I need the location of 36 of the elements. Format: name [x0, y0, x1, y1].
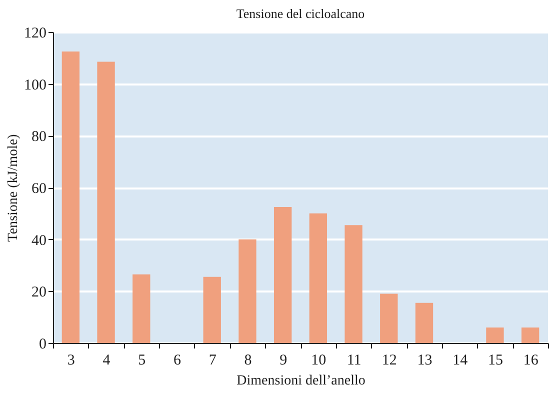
y-tick-label: 120	[24, 26, 46, 42]
y-tick-label: 100	[24, 77, 46, 94]
y-tick-label: 80	[32, 129, 46, 146]
bar	[309, 213, 328, 343]
bar	[344, 225, 362, 343]
y-tick-label: 0	[39, 336, 46, 352]
x-tick-label: 12	[382, 352, 397, 368]
bar	[62, 51, 80, 343]
x-axis-title: Dimensioni dell’anello	[236, 374, 366, 388]
bar	[486, 327, 504, 343]
x-tick-label: 7	[208, 352, 217, 368]
x-tick-label: 11	[346, 352, 362, 368]
bar	[132, 274, 150, 343]
x-tick-label: 3	[67, 352, 75, 368]
bar	[415, 302, 434, 343]
x-tick-label: 14	[452, 352, 468, 368]
y-tick-label: 40	[32, 232, 46, 249]
y-tick-label: 60	[32, 181, 46, 197]
y-tick-label: 20	[32, 284, 46, 301]
x-tick-label: 6	[174, 352, 182, 368]
x-tick-label: 10	[311, 352, 326, 368]
x-tick-label: 5	[138, 352, 146, 368]
bar	[97, 62, 115, 343]
x-tick-label: 16	[523, 352, 539, 368]
bar	[380, 294, 398, 343]
bar	[521, 327, 540, 343]
bar	[274, 206, 292, 343]
bar	[203, 276, 221, 343]
x-tick-label: 4	[102, 352, 111, 368]
x-tick-label: 15	[488, 352, 503, 368]
y-axis-title: Tensione (kJ/mole)	[6, 134, 21, 242]
x-tick-label: 13	[417, 352, 432, 368]
x-tick-label: 8	[244, 352, 252, 368]
bar	[238, 239, 256, 343]
chart-title: Tensione del cicloalcano	[236, 6, 365, 21]
x-tick-label: 9	[280, 352, 288, 368]
